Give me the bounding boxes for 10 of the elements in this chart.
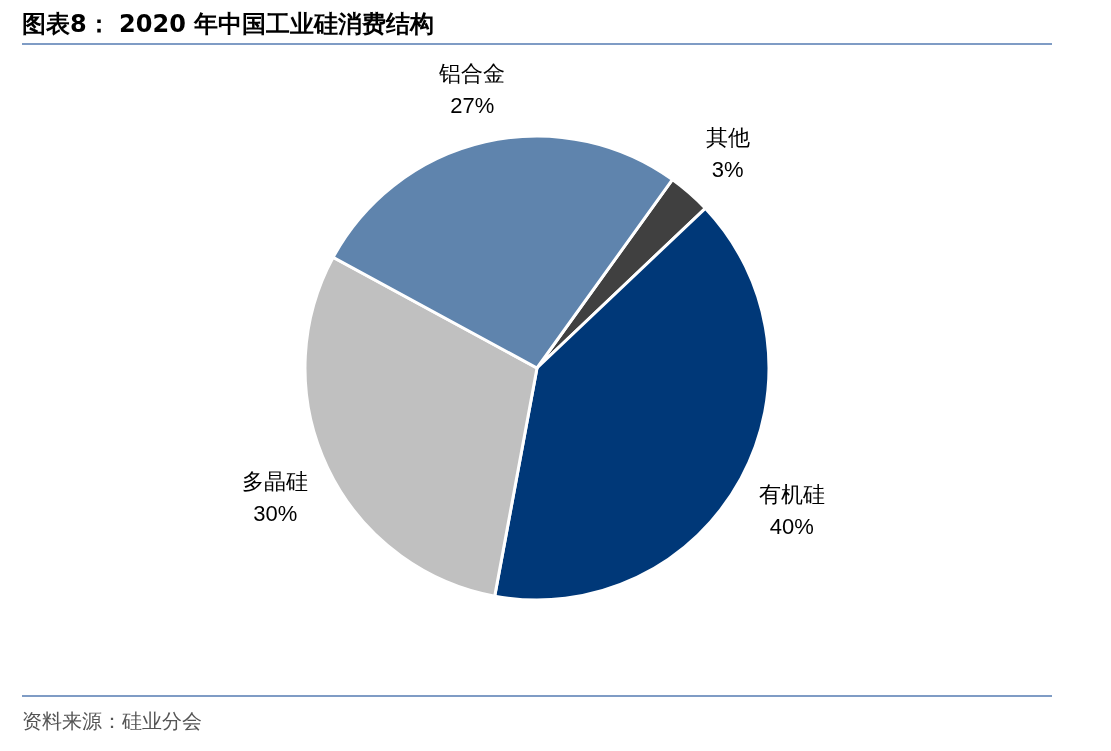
data-label: 27% (450, 93, 495, 119)
text: 资料来源：硅业分会 (22, 709, 202, 733)
data-label: 3% (711, 157, 744, 183)
chart-title: 图表8： 2020 年中国工业硅消费结构 (22, 10, 435, 38)
slice-label: 铝合金 (438, 61, 506, 87)
slice-label: 有机硅 (758, 482, 825, 508)
slice-label: 其他 (705, 125, 750, 151)
data-label: 40% (769, 514, 814, 540)
slice-label: 多晶硅 (242, 468, 309, 494)
data-label: 30% (253, 500, 298, 526)
